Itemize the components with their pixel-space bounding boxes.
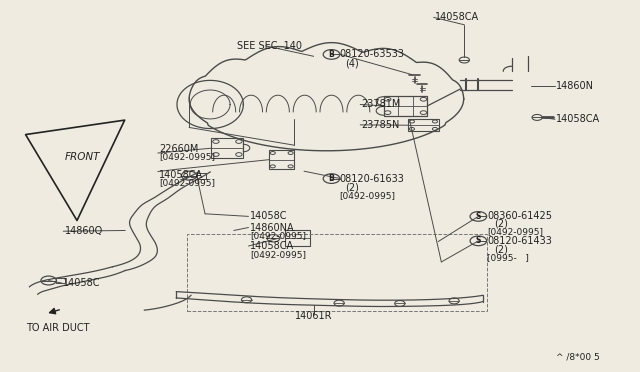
Circle shape [420,111,427,115]
Text: [0492-0995]: [0492-0995] [250,231,306,240]
Circle shape [433,120,438,123]
Circle shape [410,120,415,123]
Text: [0492-0995]: [0492-0995] [159,179,215,187]
Circle shape [212,153,219,156]
Circle shape [385,111,391,115]
Circle shape [41,276,56,285]
Circle shape [236,140,242,143]
Circle shape [470,236,486,246]
Circle shape [334,300,344,306]
Text: 14860Q: 14860Q [65,226,103,236]
Text: [0995-   ]: [0995- ] [487,253,529,262]
Text: (2): (2) [493,244,508,254]
Text: 08120-61633: 08120-61633 [339,174,404,184]
Text: 14860N: 14860N [556,81,595,91]
Text: 08120-63533: 08120-63533 [339,49,404,60]
Text: 14058CA: 14058CA [556,114,600,124]
Text: 22660M: 22660M [159,144,198,154]
Bar [211,138,243,158]
Text: [0492-0995]: [0492-0995] [339,191,395,200]
Text: S: S [476,236,481,246]
Bar [56,278,65,283]
Text: 08120-61433: 08120-61433 [487,236,552,246]
Circle shape [470,212,486,221]
Text: [0492-0995]: [0492-0995] [250,250,306,259]
Text: 14058C: 14058C [63,278,100,288]
Text: [0492-0995]: [0492-0995] [159,153,215,161]
Circle shape [323,174,340,183]
Circle shape [420,97,427,101]
Circle shape [410,128,415,131]
Text: (2): (2) [346,182,360,192]
Text: 14058CA: 14058CA [159,170,203,180]
Circle shape [270,165,275,168]
Text: ^ /8*00 5: ^ /8*00 5 [556,353,600,362]
Circle shape [267,235,280,242]
Bar [196,173,205,179]
Text: (4): (4) [346,59,359,69]
Text: 23781M: 23781M [362,99,401,109]
Bar [285,231,310,246]
Circle shape [288,165,293,168]
Text: 14860NA: 14860NA [250,222,294,232]
Circle shape [270,151,275,154]
Circle shape [323,49,340,59]
Circle shape [236,153,242,156]
Circle shape [460,57,469,63]
Text: 14058CA: 14058CA [435,12,479,22]
Text: S: S [476,212,481,221]
Circle shape [288,151,293,154]
Text: 14058C: 14058C [250,211,287,221]
Text: TO AIR DUCT: TO AIR DUCT [26,323,90,333]
Text: FRONT: FRONT [65,152,100,162]
Bar [269,150,294,169]
Text: SEE SEC. 140: SEE SEC. 140 [237,41,302,51]
Circle shape [395,301,405,307]
Text: 23785N: 23785N [362,120,400,130]
Circle shape [241,297,252,303]
Circle shape [433,128,438,131]
Circle shape [532,115,542,121]
Circle shape [181,171,196,180]
Text: B: B [328,50,334,59]
Circle shape [212,140,219,143]
Text: 14058CA: 14058CA [250,241,294,251]
Bar [408,119,439,131]
Circle shape [385,97,391,101]
Bar [187,234,487,311]
Text: [0492-0995]: [0492-0995] [487,227,543,237]
Circle shape [449,298,460,304]
Text: B: B [328,174,334,183]
Text: 14061R: 14061R [295,311,332,321]
Text: 08360-61425: 08360-61425 [487,211,552,221]
Text: (2): (2) [493,219,508,229]
